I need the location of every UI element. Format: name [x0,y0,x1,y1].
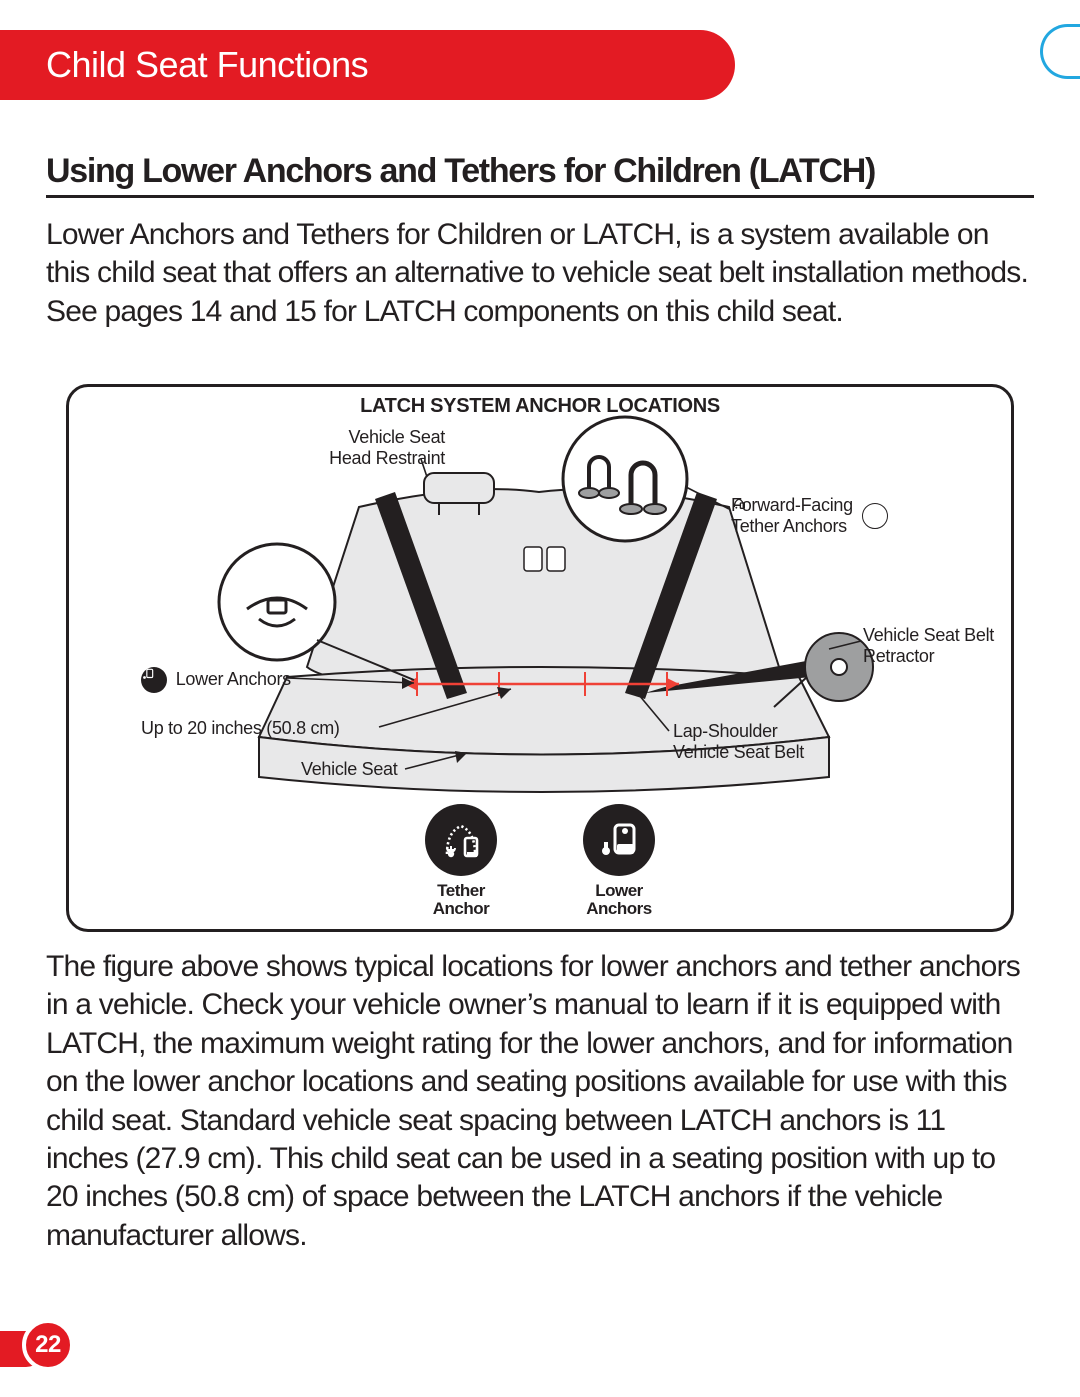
lower-anchors-legend-icon [583,804,655,876]
label-head-restraint: Vehicle Seat Head Restraint [325,427,445,468]
label-retractor: Vehicle Seat Belt Retractor [863,625,994,666]
section-heading: Using Lower Anchors and Tethers for Chil… [46,152,1034,198]
lower-anchors-legend-label: Lower Anchors [583,882,655,919]
figure-icon-row: Tether Anchor Lower Anchors [69,804,1011,919]
label-lap-shoulder: Lap-Shoulder Vehicle Seat Belt [673,721,804,762]
tether-anchor-legend-label: Tether Anchor [425,882,497,919]
latch-figure-box: LATCH SYSTEM ANCHOR LOCATIONS [66,384,1014,932]
body-paragraph: The figure above shows typical locations… [46,948,1034,1255]
label-spacing: Up to 20 inches (50.8 cm) [141,718,340,739]
section-header-title: Child Seat Functions [46,44,368,86]
section-header-band: Child Seat Functions [0,30,735,100]
page-number: 22 [35,1331,61,1359]
page-number-badge: 22 [22,1319,82,1379]
lower-anchors-icon [141,667,167,693]
tether-anchor-icon [862,503,888,529]
tether-anchor-legend: Tether Anchor [425,804,497,919]
tether-anchor-legend-icon [425,804,497,876]
page-ring-accent [1040,24,1080,79]
label-forward-tether: Forward-Facing Tether Anchors [731,495,892,536]
intro-paragraph: Lower Anchors and Tethers for Children o… [46,216,1034,331]
label-lower-anchors: Lower Anchors [141,667,291,693]
label-vehicle-seat: Vehicle Seat [301,759,397,780]
lower-anchors-legend: Lower Anchors [583,804,655,919]
